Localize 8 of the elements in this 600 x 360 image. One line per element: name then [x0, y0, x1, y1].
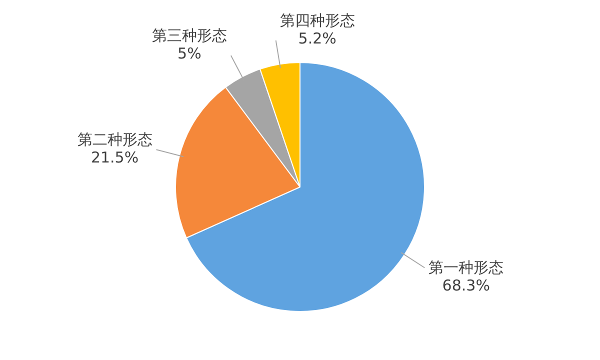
data-label: 5% — [178, 44, 202, 62]
slice-label: 第二种形态 — [77, 130, 152, 149]
slice-label: 第三种形态 — [152, 26, 227, 44]
data-label: 5.2% — [298, 29, 336, 48]
data-label: 68.3% — [442, 276, 490, 295]
slice-label: 第四种形态 — [280, 11, 355, 30]
data-label: 21.5% — [90, 148, 139, 167]
slice-label: 第一种形态 — [428, 258, 504, 277]
